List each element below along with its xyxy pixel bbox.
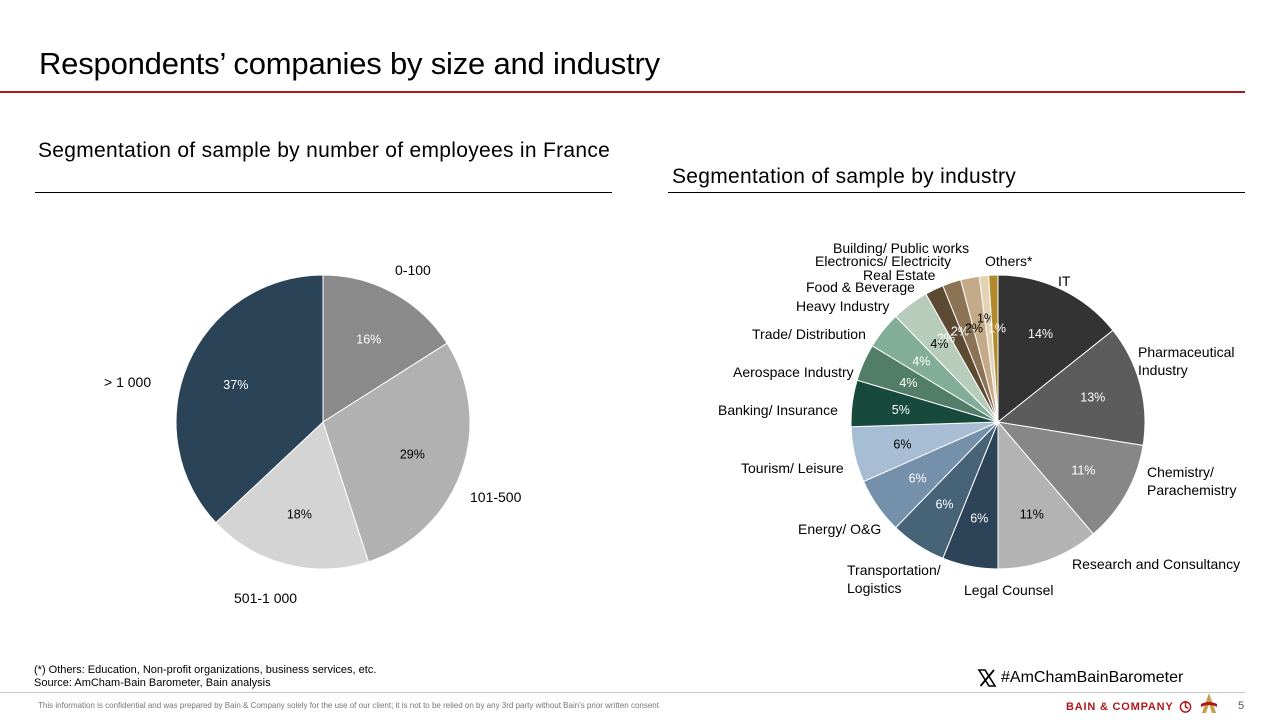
value-label-aerospace-industry: 4% [899, 376, 917, 390]
category-label-legal-counsel: Legal Counsel [964, 582, 1054, 598]
value-label-real-estate: 2% [951, 325, 969, 339]
pie-slice-it [997, 274, 1114, 424]
value-label-transportation-logistics: 6% [935, 498, 953, 512]
amcham-logo-icon [1201, 693, 1217, 713]
value-label-101-500: 29% [400, 448, 425, 462]
value-label-trade-distribution: 4% [912, 354, 930, 368]
category-label-electronics-electricity: Electronics/ Electricity [815, 253, 951, 269]
pie-slice-research-and-consultancy [997, 420, 1094, 570]
pie-slice-0-100 [322, 274, 448, 423]
category-label-1-000: > 1 000 [104, 374, 151, 390]
pie-chart-employees: 16% 29% 18% 37% 0-100 101-500 501-1 000 > 1 000 [104, 262, 522, 606]
pie-chart-industry: 14%13%11%11%6%6%6%6%5%4%4%4%2%2%2%1%1%IT… [718, 240, 1240, 598]
bain-brand: BAIN & COMPANY [1066, 700, 1192, 713]
category-label-aerospace-industry: Aerospace Industry [733, 364, 854, 380]
category-label-real-estate: Real Estate [863, 267, 936, 283]
category-label-tourism-leisure: Tourism/ Leisure [741, 460, 844, 476]
value-label-heavy-industry: 4% [930, 337, 948, 351]
category-label-transportation-logistics: Transportation/Logistics [847, 562, 941, 596]
value-label-building-public-works: 1% [977, 312, 995, 326]
pie-slice-501-1-000 [215, 421, 370, 570]
value-label-501-1-000: 18% [287, 508, 312, 522]
category-label-it: IT [1058, 273, 1071, 289]
hashtag: #AmChamBainBarometer [977, 668, 1183, 688]
pie-slice-chemistry-parachemistry [996, 421, 1144, 535]
category-label-chemistry-parachemistry: Chemistry/Parachemistry [1147, 464, 1236, 498]
value-label-energy-o-g: 6% [909, 472, 927, 486]
source-note: Source: AmCham-Bain Barometer, Bain anal… [34, 677, 271, 689]
hashtag-text: #AmChamBainBarometer [1001, 669, 1184, 686]
pie-slice-1-000 [175, 274, 324, 524]
page-title: Respondents’ companies by size and indus… [39, 46, 660, 81]
page-number: 5 [1238, 700, 1245, 712]
value-label-tourism-leisure: 6% [893, 437, 911, 451]
footnote-others: (*) Others: Education, Non-profit organi… [34, 664, 377, 676]
value-label-chemistry-parachemistry: 11% [1071, 464, 1095, 478]
value-label-pharmaceutical-industry: 13% [1080, 391, 1105, 405]
category-label-trade-distribution: Trade/ Distribution [752, 326, 866, 342]
value-label-research-and-consultancy: 11% [1020, 507, 1044, 521]
brand-text: BAIN & COMPANY [1066, 700, 1174, 713]
pie-slice-others [988, 274, 999, 423]
value-label-food-beverage: 2% [937, 332, 955, 346]
value-label-it: 14% [1028, 327, 1053, 341]
category-label-others: Others* [985, 253, 1033, 269]
category-label-building-public-works: Building/ Public works [833, 240, 969, 256]
category-label-energy-o-g: Energy/ O&G [798, 521, 881, 537]
category-label-heavy-industry: Heavy Industry [796, 298, 889, 314]
category-label-501-1-000: 501-1 000 [234, 590, 297, 606]
pie-slice-pharmaceutical-industry [996, 329, 1146, 447]
category-label-food-beverage: Food & Beverage [806, 279, 915, 295]
category-label-101-500: 101-500 [470, 489, 522, 505]
value-label-electronics-electricity: 2% [965, 322, 983, 336]
section-title-industry: Segmentation of sample by industry [672, 165, 1017, 188]
value-label-banking-insurance: 5% [892, 403, 910, 417]
x-logo-icon [977, 669, 997, 687]
section-divider-employees [35, 192, 612, 193]
confidentiality-notice: This information is confidential and was… [38, 701, 659, 710]
category-label-research-and-consultancy: Research and Consultancy [1072, 556, 1240, 572]
category-label-pharmaceutical-industry: Pharmaceutical Industry [1138, 344, 1235, 378]
footer-divider [0, 692, 1245, 693]
title-divider [0, 91, 1245, 93]
pie-slice-101-500 [322, 342, 471, 563]
bain-logo-icon [1179, 700, 1191, 713]
value-label-0-100: 16% [356, 332, 381, 346]
category-label-0-100: 0-100 [395, 262, 431, 278]
category-label-banking-insurance: Banking/ Insurance [718, 402, 838, 418]
value-label-others: 1% [988, 322, 1006, 336]
section-title-employees: Segmentation of sample by number of empl… [38, 139, 611, 162]
value-label-1-000: 37% [223, 378, 248, 392]
section-divider-industry [668, 192, 1245, 193]
value-label-legal-counsel: 6% [970, 512, 988, 526]
